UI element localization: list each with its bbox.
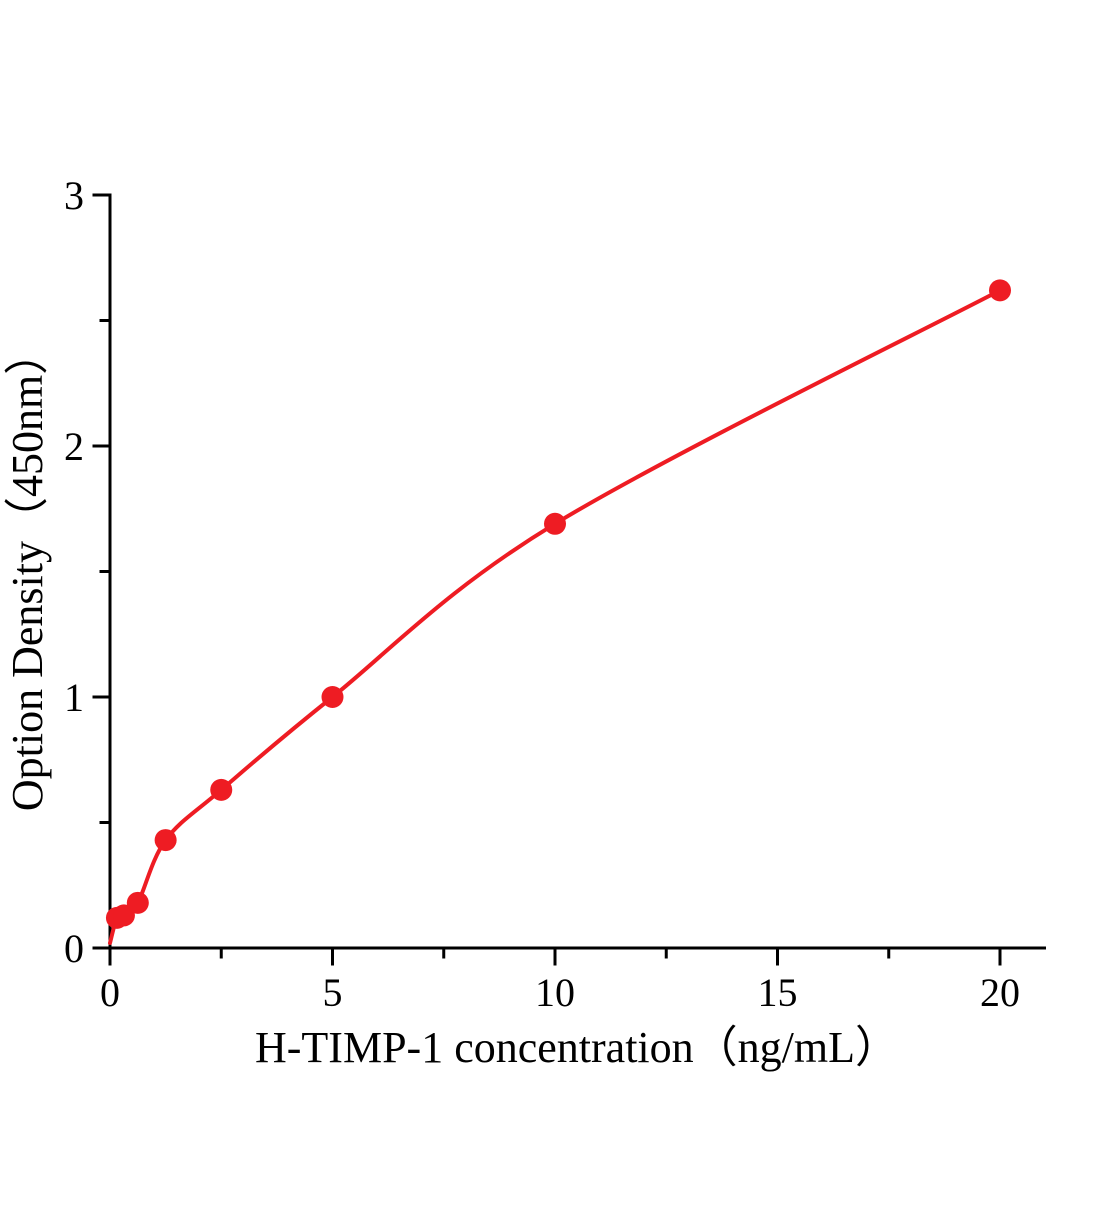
x-tick-label: 5 <box>323 970 343 1015</box>
data-point <box>544 512 566 535</box>
data-point <box>154 829 177 852</box>
y-tick-label: 2 <box>64 424 84 469</box>
y-axis-title: Option Density（450nm） <box>3 331 52 811</box>
x-tick-label: 0 <box>100 970 120 1015</box>
y-tick-label: 1 <box>64 675 84 720</box>
x-axis-title: H-TIMP-1 concentration（ng/mL） <box>255 1023 899 1072</box>
x-tick-label: 15 <box>758 970 798 1015</box>
y-tick-label: 3 <box>64 173 84 218</box>
data-point <box>126 891 149 914</box>
fit-curve <box>108 288 1002 945</box>
data-point <box>989 279 1011 302</box>
y-tick-label: 0 <box>64 926 84 971</box>
plot-area: 0 5 10 15 20 0 1 2 3 <box>64 173 1046 1015</box>
data-point <box>210 778 233 801</box>
x-tick-label: 10 <box>535 970 575 1015</box>
x-tick-label: 20 <box>980 970 1020 1015</box>
data-point <box>321 686 344 708</box>
